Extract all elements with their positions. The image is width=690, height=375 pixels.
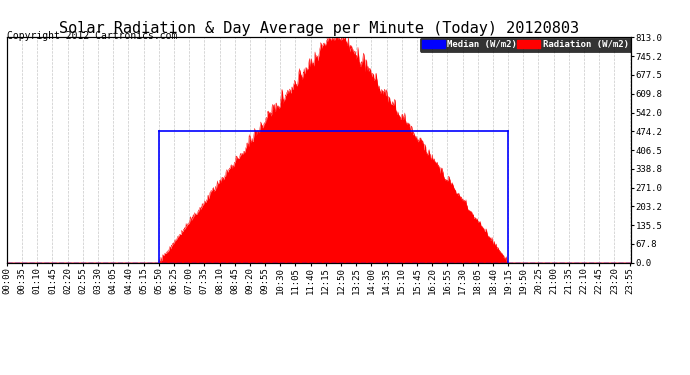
Title: Solar Radiation & Day Average per Minute (Today) 20120803: Solar Radiation & Day Average per Minute… [59, 21, 579, 36]
Text: Copyright 2012 Cartronics.com: Copyright 2012 Cartronics.com [7, 32, 177, 41]
Legend: Median (W/m2), Radiation (W/m2): Median (W/m2), Radiation (W/m2) [420, 38, 631, 52]
